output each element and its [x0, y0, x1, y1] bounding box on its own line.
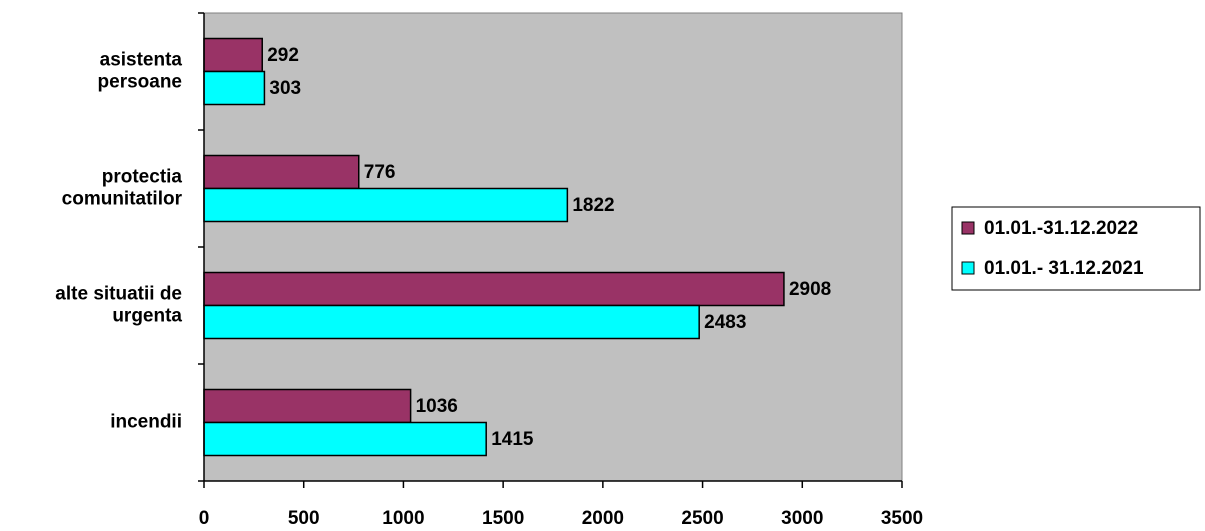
bar [203, 70, 266, 106]
x-tick-label: 2000 [582, 508, 624, 529]
legend: 01.01.-31.12.2022 01.01.- 31.12.2021 [951, 206, 1201, 291]
data-label: 1415 [491, 429, 534, 450]
bar [203, 304, 700, 340]
x-tick-label: 0 [199, 508, 210, 529]
bar [203, 187, 569, 223]
data-label: 1036 [416, 396, 458, 417]
y-tick-label: incendii [110, 412, 182, 433]
x-tick-label: 3500 [881, 508, 923, 529]
x-tick-label: 3000 [781, 508, 823, 529]
x-tick-label: 500 [288, 508, 320, 529]
y-tick-label: protectia comunitatilor [62, 167, 183, 210]
bar [203, 271, 785, 307]
bar [203, 388, 412, 424]
legend-marker [961, 261, 975, 275]
data-label: 1822 [572, 195, 614, 216]
legend-label: 01.01.-31.12.2022 [984, 218, 1138, 239]
data-label: 2483 [704, 312, 746, 333]
legend-label: 01.01.- 31.12.2021 [984, 258, 1144, 279]
x-tick-label: 1000 [382, 508, 424, 529]
legend-marker [961, 221, 975, 235]
bar [203, 154, 360, 190]
x-tick-label: 2500 [681, 508, 723, 529]
data-label: 292 [267, 45, 299, 66]
data-label: 776 [364, 162, 396, 183]
bar [203, 421, 487, 457]
bar [203, 37, 263, 73]
data-label: 303 [269, 78, 301, 99]
legend-box [951, 206, 1201, 291]
x-tick-label: 1500 [482, 508, 524, 529]
y-tick-label: alte situatii de urgenta [55, 284, 182, 327]
y-tick-label: asistenta persoane [98, 50, 183, 93]
data-label: 2908 [789, 279, 831, 300]
